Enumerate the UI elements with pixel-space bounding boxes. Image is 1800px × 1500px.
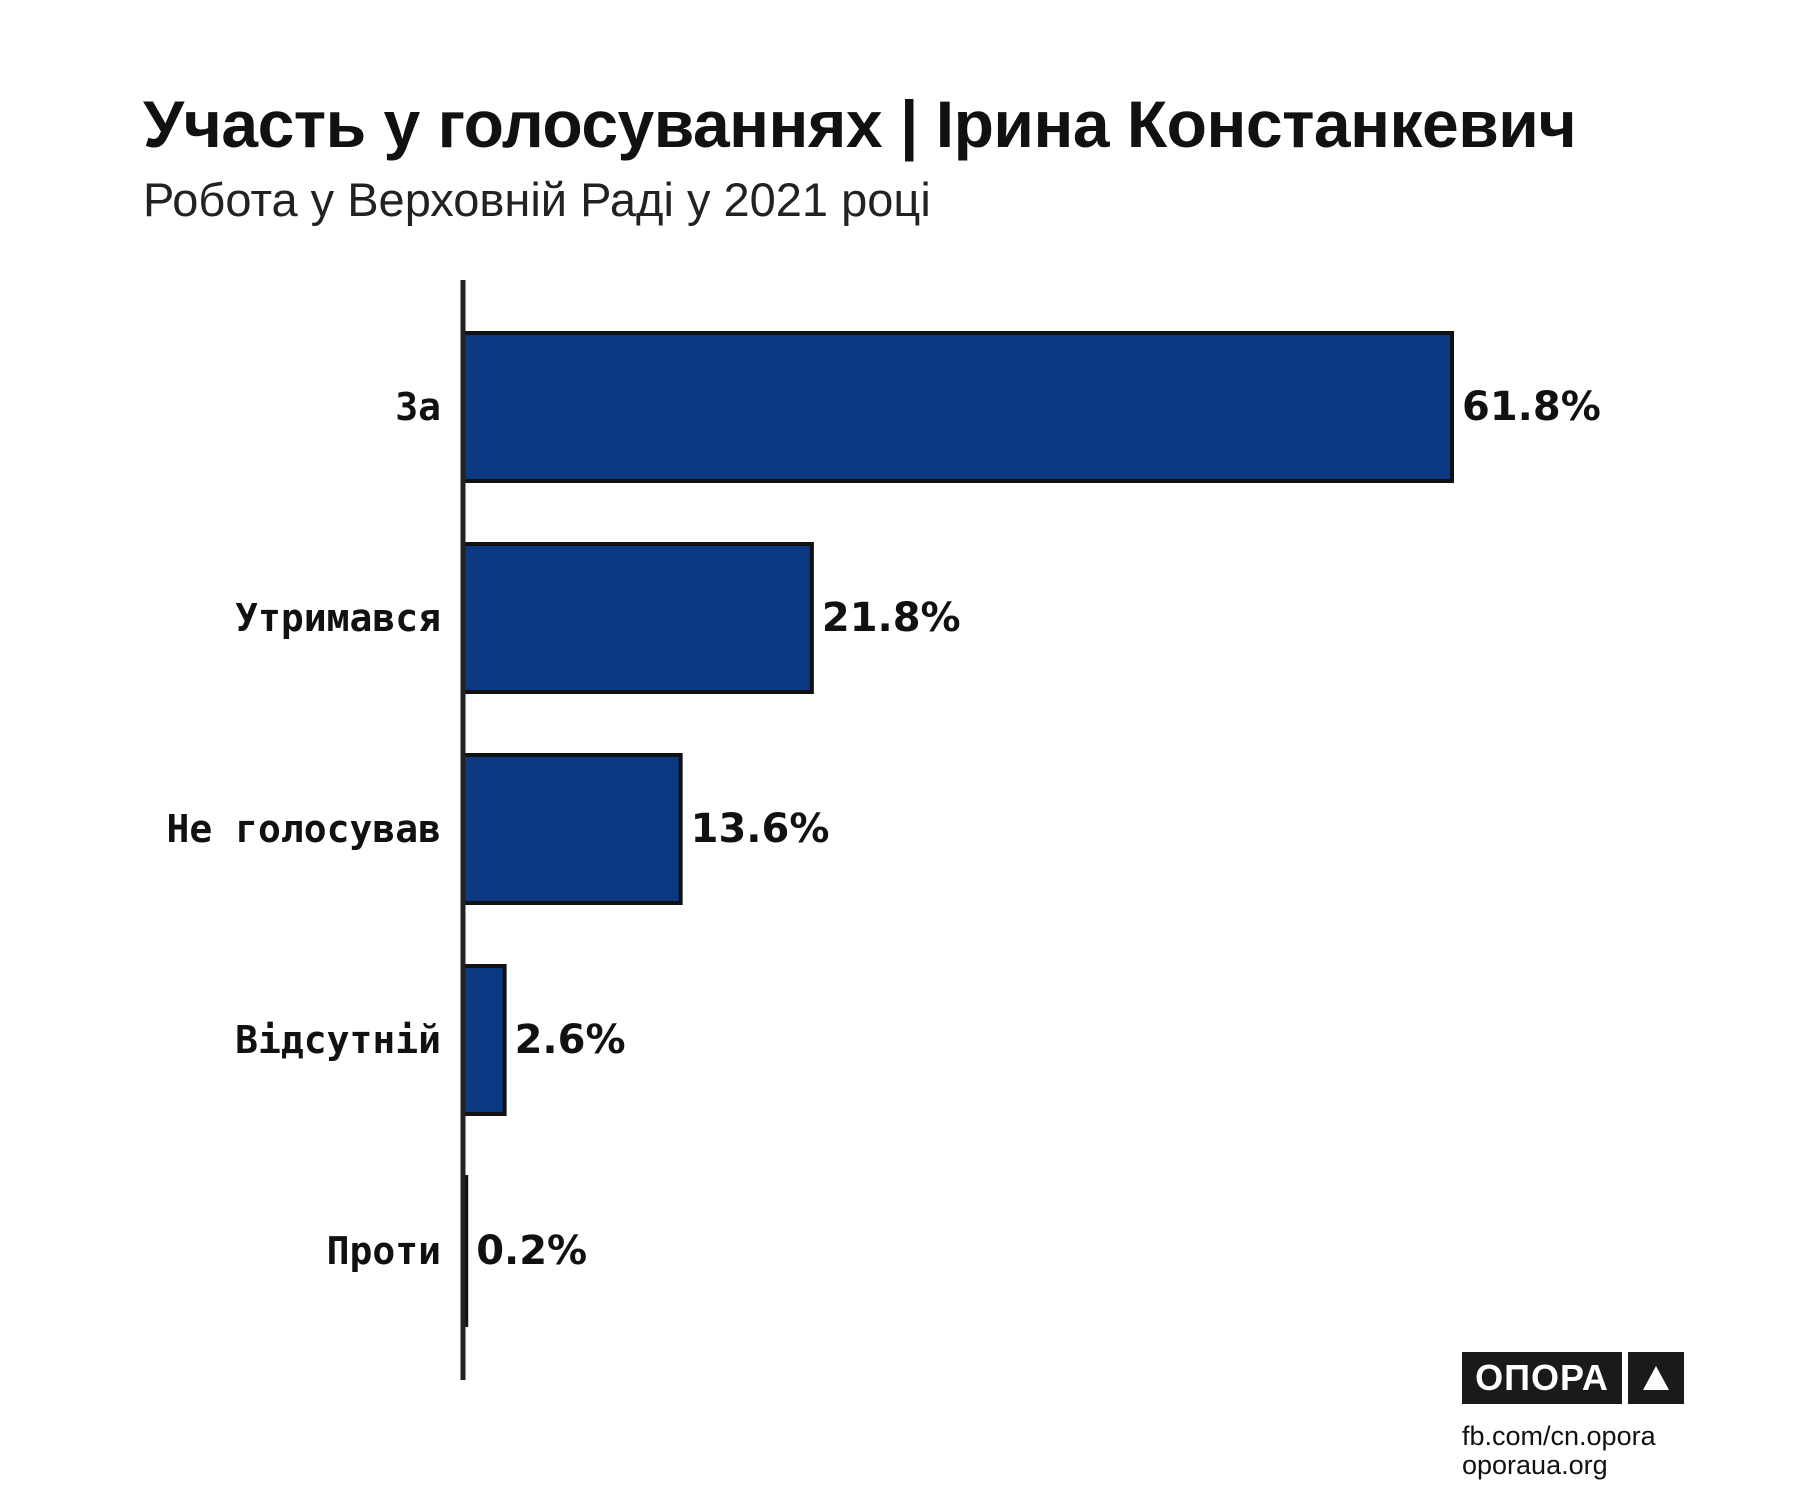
category-label: Проти [327,1229,441,1273]
website-link[interactable]: oporaua.org [1462,1450,1608,1480]
chart-title: Участь у голосуваннях | Ірина Констанкев… [143,87,1577,161]
category-label: Утримався [235,596,441,640]
bar-3 [461,753,683,905]
category-label: Відсутній [235,1018,441,1062]
bar-1 [461,331,1454,483]
value-label: 61.8% [1462,384,1601,430]
category-label: За [395,385,441,429]
facebook-link[interactable]: fb.com/cn.opora [1462,1421,1656,1451]
value-label: 2.6% [515,1017,626,1063]
value-label: 13.6% [691,806,830,852]
category-label: Не голосував [166,807,441,851]
bar-2 [461,542,814,694]
triangle-up-icon [1628,1352,1684,1404]
brand-block: ОПОРА fb.com/cn.opora oporaua.org [1462,1352,1692,1480]
value-label: 0.2% [476,1228,587,1274]
chart-subtitle: Робота у Верховній Раді у 2021 році [143,173,931,226]
opora-logo: ОПОРА [1462,1352,1684,1404]
bar-4 [461,964,507,1116]
value-label: 21.8% [822,595,961,641]
logo-text: ОПОРА [1462,1352,1622,1404]
